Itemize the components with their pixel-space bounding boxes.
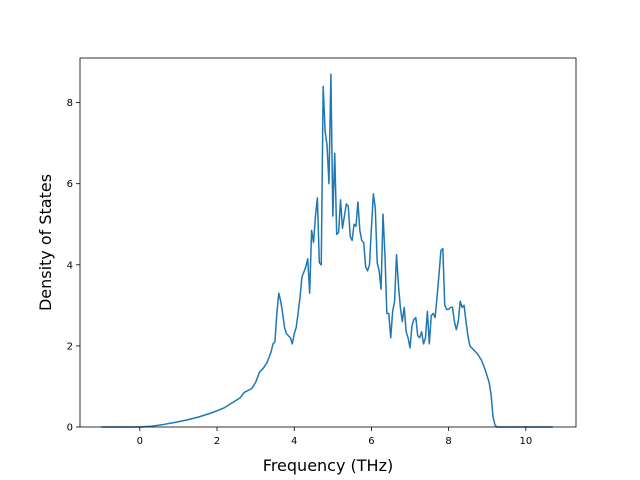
axes-frame xyxy=(79,57,577,428)
y-tick-label: 0 xyxy=(67,423,73,434)
y-axis-label: Density of States xyxy=(36,174,55,311)
x-tick-label: 10 xyxy=(519,436,532,447)
x-tick-label: 6 xyxy=(368,436,374,447)
y-tick-label: 4 xyxy=(67,260,73,271)
x-tick-label: 8 xyxy=(445,436,451,447)
dos-series-line xyxy=(101,73,553,428)
x-tick-label: 4 xyxy=(291,436,297,447)
y-tick-label: 8 xyxy=(67,98,73,109)
x-axis-label: Frequency (THz) xyxy=(263,456,393,475)
x-tick-label: 2 xyxy=(214,436,220,447)
x-ticks: 0 2 4 6 8 10 xyxy=(137,427,532,447)
x-tick-label: 0 xyxy=(137,436,143,447)
y-tick-label: 2 xyxy=(67,341,73,352)
y-ticks: 0 2 4 6 8 xyxy=(67,98,80,434)
y-tick-label: 6 xyxy=(67,179,73,190)
